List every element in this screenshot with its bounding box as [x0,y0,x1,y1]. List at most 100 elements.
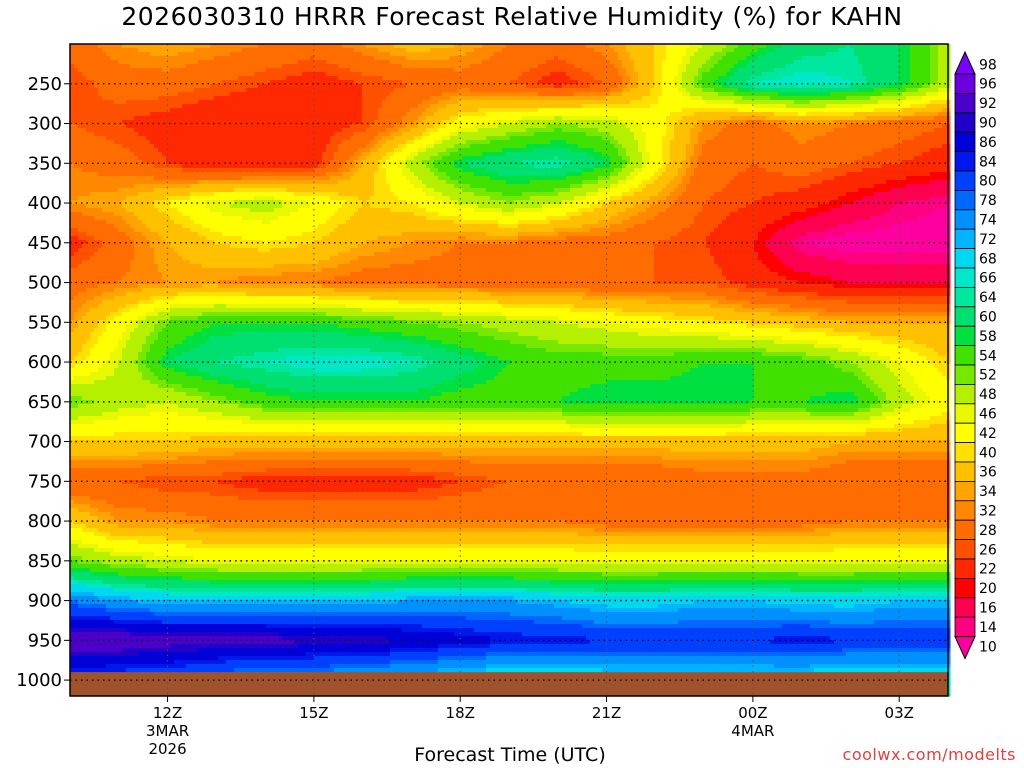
rh-cell [330,52,335,57]
rh-cell [394,100,399,105]
rh-cell [750,104,755,109]
rh-cell [774,48,779,53]
rh-cell [910,72,915,77]
rh-cell [678,132,683,137]
rh-cell [114,68,119,73]
rh-cell [394,96,399,101]
rh-cell [754,92,759,97]
rh-cell [322,44,327,49]
rh-cell [514,108,519,113]
rh-cell [378,64,383,69]
rh-cell [70,80,75,85]
rh-cell [322,80,327,85]
rh-cell [646,80,651,85]
rh-cell [938,64,943,69]
rh-cell [158,52,163,57]
rh-cell [654,100,659,105]
rh-cell [318,108,323,113]
rh-cell [870,112,875,117]
rh-cell [654,128,659,133]
rh-cell [462,76,467,81]
rh-cell [326,120,331,125]
rh-cell [918,112,923,117]
rh-cell [806,92,811,97]
rh-cell [134,76,139,81]
rh-cell [362,48,367,53]
rh-cell [626,76,631,81]
rh-cell [446,76,451,81]
rh-cell [414,88,419,93]
rh-cell [218,44,223,49]
rh-cell [306,72,311,77]
rh-cell [122,104,127,109]
rh-cell [130,84,135,89]
rh-cell [534,48,539,53]
rh-cell [274,68,279,73]
rh-cell [406,56,411,61]
rh-cell [314,44,319,49]
rh-cell [914,112,919,117]
rh-cell [694,56,699,61]
rh-cell [930,128,935,133]
rh-cell [86,68,91,73]
rh-cell [430,92,435,97]
rh-cell [474,76,479,81]
rh-cell [114,52,119,57]
rh-cell [918,44,923,49]
rh-cell [738,116,743,121]
rh-cell [790,116,795,121]
rh-cell [246,48,251,53]
rh-cell [386,120,391,125]
rh-cell [146,116,151,121]
rh-cell [814,128,819,133]
rh-cell [202,100,207,105]
rh-cell [914,76,919,81]
rh-cell [634,48,639,53]
rh-cell [594,132,599,137]
rh-cell [90,60,95,65]
rh-cell [162,88,167,93]
rh-cell [594,80,599,85]
rh-cell [438,116,443,121]
rh-cell [678,68,683,73]
rh-cell [802,60,807,65]
rh-cell [90,132,95,137]
rh-cell [306,112,311,117]
rh-cell [890,56,895,61]
rh-cell [230,76,235,81]
rh-cell [94,112,99,117]
rh-cell [382,48,387,53]
rh-cell [426,104,431,109]
rh-cell [818,108,823,113]
rh-cell [74,72,79,77]
rh-cell [874,72,879,77]
rh-cell [354,92,359,97]
rh-cell [634,96,639,101]
rh-cell [486,104,491,109]
rh-cell [318,44,323,49]
rh-cell [654,60,659,65]
rh-cell [686,100,691,105]
rh-cell [522,84,527,89]
rh-cell [766,84,771,89]
rh-cell [530,72,535,77]
rh-cell [290,92,295,97]
rh-cell [902,108,907,113]
rh-cell [218,120,223,125]
rh-cell [558,76,563,81]
rh-cell [606,132,611,137]
rh-cell [598,84,603,89]
rh-cell [370,48,375,53]
rh-cell [646,116,651,121]
rh-cell [774,44,779,49]
rh-cell [446,128,451,133]
rh-cell [474,88,479,93]
rh-cell [430,56,435,61]
rh-cell [562,72,567,77]
rh-cell [650,52,655,57]
rh-cell [582,124,587,129]
rh-cell [474,108,479,113]
rh-cell [378,76,383,81]
rh-cell [462,88,467,93]
rh-cell [738,128,743,133]
